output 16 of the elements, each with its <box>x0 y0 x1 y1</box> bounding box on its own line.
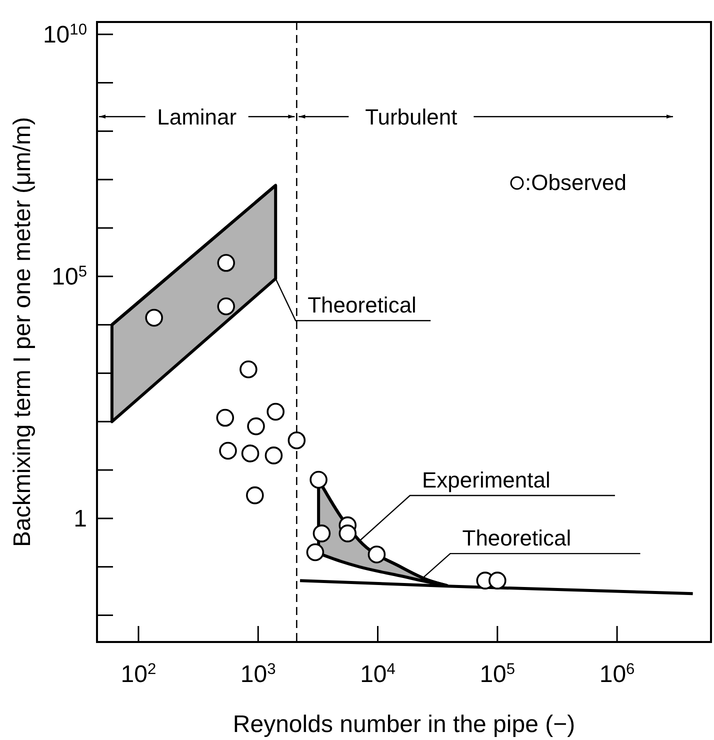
annotation: Theoretical <box>308 292 416 318</box>
x-tick-label: 10$^{4}$ <box>360 660 396 688</box>
annotation: Experimental <box>422 467 550 492</box>
y-tick-label: 10$^{10}$ <box>42 20 88 48</box>
annotation: Turbulent <box>365 104 458 130</box>
y-axis-title: Backmixing term I per one meter (μm/m) <box>9 117 36 547</box>
x-tick-label: 10$^{3}$ <box>240 660 276 688</box>
annotation: Laminar <box>157 104 237 130</box>
x-tick-label: 10$^{2}$ <box>120 660 156 688</box>
x-tick-label: 10$^{5}$ <box>480 660 516 688</box>
annotation: Theoretical <box>462 526 572 551</box>
y-tick-label: 10$^{5}$ <box>52 262 88 290</box>
legend-label: :Observed <box>525 170 626 195</box>
x-tick-label: 10$^{6}$ <box>599 660 635 688</box>
x-axis-title: Reynolds number in the pipe (−) <box>232 711 576 738</box>
y-tick-label: 1 <box>74 505 87 532</box>
